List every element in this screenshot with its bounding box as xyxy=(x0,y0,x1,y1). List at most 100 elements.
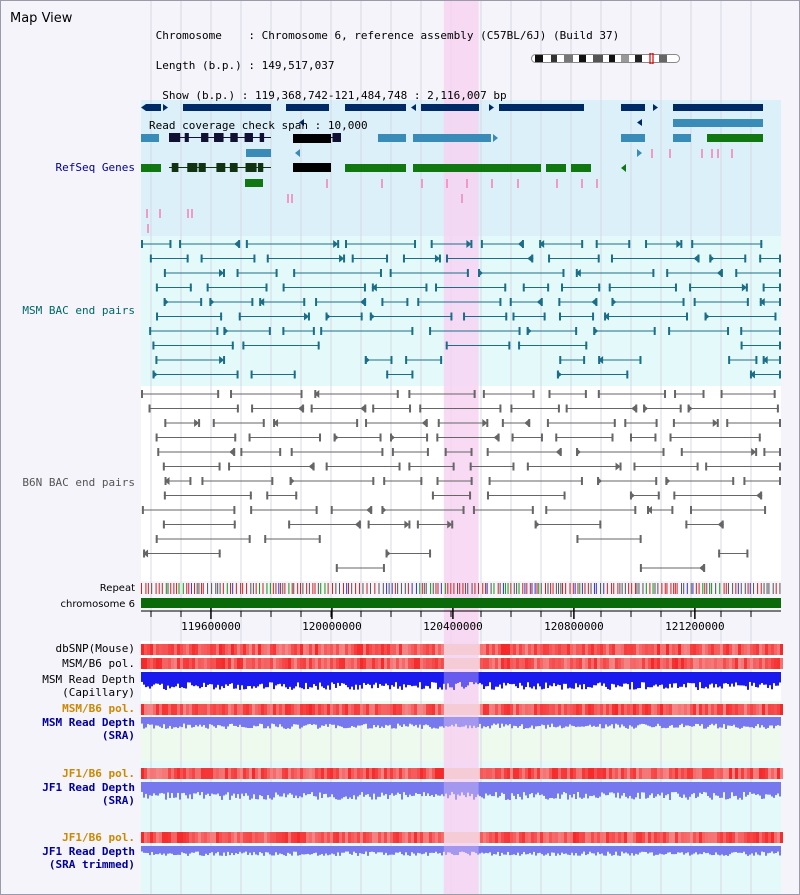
msm-pol-cell xyxy=(765,658,768,669)
repeat-element xyxy=(250,583,252,594)
track-label-jf1_pol[interactable]: JF1/B6 pol. xyxy=(62,767,135,780)
jf1-trim-depth-bar xyxy=(171,846,173,854)
track-label-msm_depth_cap_1[interactable]: MSM Read Depth xyxy=(42,673,135,686)
jf1-pol-cell xyxy=(354,768,357,779)
track-label-msm_depth_sra_1[interactable]: MSM Read Depth xyxy=(42,716,135,729)
msm-pol-sra-cell xyxy=(672,704,675,715)
jf1-pol-trim-cell xyxy=(312,832,315,843)
chromosome-ideogram[interactable] xyxy=(531,53,681,64)
jf1-sra-depth-bar xyxy=(307,782,309,795)
msm-pol-cell xyxy=(342,658,345,669)
msm-capillary-depth-bar xyxy=(413,672,415,686)
jf1-sra-depth-bar xyxy=(235,782,237,798)
jf1-trim-depth-bar xyxy=(169,846,171,854)
jf1-pol-cell xyxy=(504,768,507,779)
jf1-trim-depth-bar xyxy=(683,846,685,855)
msm-pol-sra-cell xyxy=(279,704,282,715)
track-label-refseq[interactable]: RefSeq Genes xyxy=(55,161,135,174)
gene-exon xyxy=(229,163,238,172)
jf1-sra-depth-bar xyxy=(563,782,565,793)
jf1-pol-cell xyxy=(171,768,174,779)
jf1-trim-depth-bar xyxy=(753,846,755,856)
jf1-pol-cell xyxy=(390,768,393,779)
msm-pol-sra-cell xyxy=(453,704,456,715)
msm-pol-cell xyxy=(759,658,762,669)
msm-capillary-depth-bar xyxy=(257,672,259,687)
msm-sra-depth-bar xyxy=(427,717,429,726)
msm-pol-cell xyxy=(558,658,561,669)
track-label-dbsnp[interactable]: dbSNP(Mouse) xyxy=(55,642,135,655)
track-label-b6n_bac[interactable]: B6N BAC end pairs xyxy=(22,476,135,489)
msm-sra-depth-bar xyxy=(355,717,357,728)
jf1-trim-depth-bar xyxy=(737,846,739,853)
msm-sra-depth-bar xyxy=(587,717,589,726)
track-label-repeat[interactable]: Repeat xyxy=(99,583,135,594)
msm-capillary-depth-bar xyxy=(365,672,367,685)
jf1-trim-depth-bar xyxy=(743,846,745,852)
track-label-jf1_depth_1[interactable]: JF1 Read Depth xyxy=(42,781,135,794)
jf1-pol-cell xyxy=(489,768,492,779)
msm-sra-depth-bar xyxy=(569,717,571,725)
msm-sra-depth-bar xyxy=(565,717,567,727)
msm-capillary-depth-bar xyxy=(459,672,461,683)
jf1-trim-depth-bar xyxy=(165,846,167,856)
bac-end-right xyxy=(540,433,543,442)
msm-pol-cell xyxy=(240,658,243,669)
msm-capillary-depth-bar xyxy=(553,672,555,684)
jf1-sra-depth-bar xyxy=(381,782,383,793)
msm-capillary-depth-bar xyxy=(325,672,327,690)
msm-pol-cell xyxy=(426,658,429,669)
track-label-jf1_trim_1[interactable]: JF1 Read Depth xyxy=(42,845,135,858)
msm-pol-cell xyxy=(390,658,393,669)
dbsnp-cell xyxy=(141,644,144,655)
bac-end-left xyxy=(608,283,611,292)
jf1-pol-trim-cell xyxy=(426,832,429,843)
track-label-jf1_pol2[interactable]: JF1/B6 pol. xyxy=(62,831,135,844)
repeat-element xyxy=(158,583,160,594)
dbsnp-cell xyxy=(261,644,264,655)
msm-pol-cell xyxy=(576,658,579,669)
jf1-sra-depth-bar xyxy=(761,782,763,799)
gene-block xyxy=(499,104,584,111)
jf1-pol-trim-cell xyxy=(492,832,495,843)
track-label-jf1_trim_2[interactable]: (SRA trimmed) xyxy=(48,858,135,871)
track-label-chromosome[interactable]: chromosome 6 xyxy=(60,599,135,610)
jf1-sra-depth-bar xyxy=(415,782,417,793)
msm-capillary-depth-bar xyxy=(581,672,583,690)
jf1-trim-depth-bar xyxy=(527,846,529,855)
msm-capillary-depth-bar xyxy=(725,672,727,684)
track-label-msm_bac[interactable]: MSM BAC end pairs xyxy=(22,304,135,317)
msm-capillary-depth-bar xyxy=(619,672,621,687)
track-label-msm_depth_cap_2[interactable]: (Capillary) xyxy=(62,686,135,699)
header-info: Chromosome : Chromosome 6, reference ass… xyxy=(149,11,619,151)
track-label-msm_pol2[interactable]: MSM/B6 pol. xyxy=(62,702,135,715)
msm-capillary-depth-bar xyxy=(223,672,225,689)
jf1-trim-depth-bar xyxy=(491,846,493,856)
track-label-jf1_depth_2[interactable]: (SRA) xyxy=(101,794,135,807)
msm-sra-depth-bar xyxy=(597,717,599,727)
msm-pol-sra-cell xyxy=(516,704,519,715)
msm-capillary-depth-bar xyxy=(383,672,385,686)
dbsnp-cell xyxy=(375,644,378,655)
bac-end-right xyxy=(682,298,685,306)
jf1-sra-depth-bar xyxy=(507,782,509,800)
msm-pol-cell xyxy=(396,658,399,669)
msm-sra-depth-bar xyxy=(423,717,425,726)
msm-capillary-depth-bar xyxy=(375,672,377,683)
jf1-trim-depth-bar xyxy=(429,846,431,853)
bac-end-left xyxy=(610,254,613,263)
jf1-pol-trim-cell xyxy=(213,832,216,843)
jf1-trim-depth-bar xyxy=(215,846,217,854)
jf1-pol-cell xyxy=(252,768,255,779)
msm-pol-cell xyxy=(753,658,756,669)
msm-pol-cell xyxy=(162,658,165,669)
msm-sra-depth-bar xyxy=(417,717,419,728)
track-label-msm_pol[interactable]: MSM/B6 pol. xyxy=(62,657,135,670)
dbsnp-cell xyxy=(435,644,438,655)
msm-capillary-depth-bar xyxy=(509,672,511,685)
msm-sra-depth-bar xyxy=(575,717,577,728)
track-label-msm_depth_sra_2[interactable]: (SRA) xyxy=(101,729,135,742)
dbsnp-cell xyxy=(645,644,648,655)
jf1-sra-depth-bar xyxy=(377,782,379,797)
